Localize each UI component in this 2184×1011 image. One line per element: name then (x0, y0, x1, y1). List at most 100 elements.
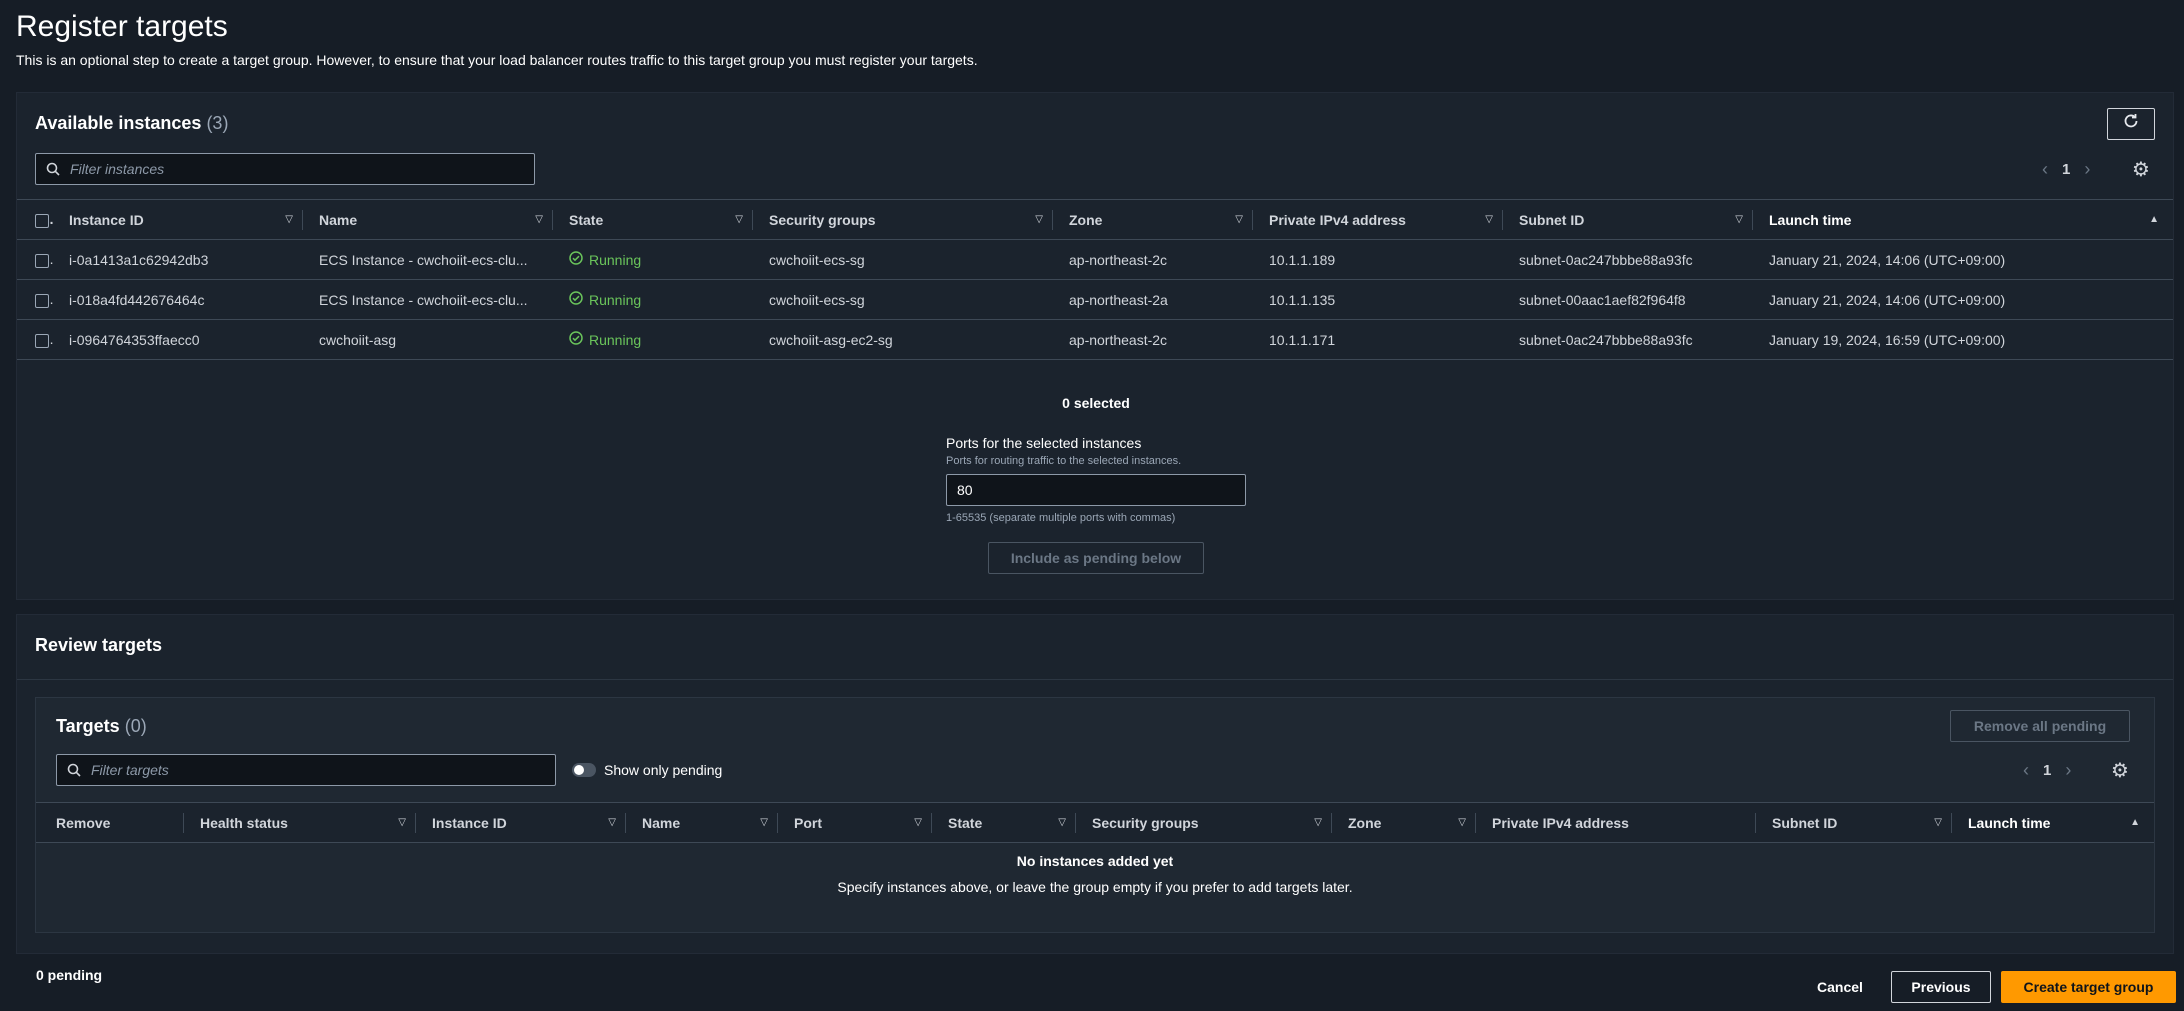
include-as-pending-button[interactable]: Include as pending below (988, 542, 1204, 574)
sort-caret-icon: ▽ (735, 214, 743, 225)
instance-id: i-018a4fd442676464c (53, 279, 303, 320)
column-header[interactable]: Name ▽ (303, 199, 553, 240)
page-number[interactable]: 1 (2062, 161, 2071, 178)
table-row[interactable]: i-0a1413a1c62942db3 ECS Instance - cwcho… (17, 239, 2173, 280)
show-only-pending-toggle[interactable]: Show only pending (572, 762, 722, 778)
row-checkbox[interactable] (35, 333, 49, 348)
ports-description: Ports for routing traffic to the selecte… (946, 455, 1182, 467)
column-header[interactable]: Port ▽ (778, 802, 932, 843)
search-icon (36, 162, 70, 176)
instance-name: ECS Instance - cwchoiit-ecs-clu... (303, 279, 553, 320)
chevron-right-icon[interactable]: › (2065, 760, 2072, 780)
row-checkbox[interactable] (35, 293, 49, 308)
column-header[interactable]: Subnet ID ▽ (1756, 802, 1952, 843)
available-instances-title: Available instances (35, 113, 202, 133)
remove-all-pending-button[interactable]: Remove all pending (1950, 710, 2130, 742)
state-text: Running (589, 331, 642, 348)
zone: ap-northeast-2a (1053, 279, 1253, 320)
gear-icon[interactable]: ⚙ (2132, 159, 2150, 181)
ports-input[interactable] (946, 474, 1246, 506)
filter-instances-input[interactable] (70, 154, 534, 184)
security-group: cwchoiit-asg-ec2-sg (753, 319, 1053, 360)
row-checkbox[interactable] (35, 253, 49, 268)
sort-caret-icon: ▽ (760, 817, 768, 828)
sort-caret-icon: ▽ (1735, 214, 1743, 225)
sort-caret-icon: ▽ (1485, 214, 1493, 225)
sort-caret-icon: ▽ (1035, 214, 1043, 225)
column-header[interactable]: Subnet ID ▽ (1503, 199, 1753, 240)
filter-targets-box (56, 754, 556, 786)
security-group: cwchoiit-ecs-sg (753, 239, 1053, 280)
sort-caret-icon: ▽ (285, 214, 293, 225)
targets-table: Remove Health status ▽ Instance ID ▽ Name ▽… (36, 802, 2154, 843)
table-row[interactable]: i-0964764353ffaecc0 cwchoiit-asg Running… (17, 319, 2173, 360)
sort-caret-icon: ▽ (1058, 817, 1066, 828)
column-header[interactable]: State ▽ (553, 199, 753, 240)
state-cell: Running (553, 279, 753, 320)
review-targets-panel: Review targets Targets (0) Remove all pe… (16, 614, 2174, 954)
empty-state-title: No instances added yet (1016, 853, 1174, 869)
column-header[interactable]: Instance ID ▽ (53, 199, 303, 240)
targets-count: (0) (124, 716, 147, 736)
column-header[interactable]: Name ▽ (626, 802, 778, 843)
check-circle-icon (569, 291, 583, 308)
instance-name: cwchoiit-asg (303, 319, 553, 360)
zone: ap-northeast-2c (1053, 239, 1253, 280)
targets-title: Targets (56, 716, 120, 736)
instance-name: ECS Instance - cwchoiit-ecs-clu... (303, 239, 553, 280)
selected-count: 0 selected (1062, 395, 1130, 411)
available-instances-count: (3) (206, 113, 229, 133)
column-header[interactable]: Zone ▽ (1053, 199, 1253, 240)
chevron-left-icon[interactable]: ‹ (2023, 760, 2029, 780)
state-cell: Running (553, 239, 753, 280)
review-targets-title: Review targets (35, 635, 163, 655)
column-header-launch-time[interactable]: Launch time ▲ (1753, 199, 2173, 240)
available-pager: ‹ 1 › (2042, 159, 2090, 180)
column-header[interactable]: Security groups ▽ (1076, 802, 1332, 843)
subnet-id: subnet-00aac1aef82f964f8 (1503, 279, 1753, 320)
state-text: Running (589, 291, 642, 308)
sort-caret-icon: ▽ (1458, 817, 1466, 828)
create-target-group-button[interactable]: Create target group (2001, 971, 2176, 1003)
sort-caret-icon: ▽ (1934, 817, 1942, 828)
search-icon (57, 763, 91, 777)
select-all-header (17, 199, 53, 240)
column-header[interactable]: Private IPv4 address (1476, 802, 1756, 843)
gear-icon[interactable]: ⚙ (2111, 760, 2129, 782)
sort-ascending-icon: ▲ (2130, 817, 2140, 828)
table-header-row: Remove Health status ▽ Instance ID ▽ Name ▽… (36, 802, 2154, 843)
toggle-switch[interactable] (572, 763, 596, 777)
select-all-checkbox[interactable] (35, 213, 49, 228)
page-number[interactable]: 1 (2043, 762, 2052, 779)
table-row[interactable]: i-018a4fd442676464c ECS Instance - cwcho… (17, 279, 2173, 320)
available-instances-heading: Available instances (3) (35, 113, 228, 134)
table-header-row: Instance ID ▽ Name ▽ State ▽ Security group… (17, 199, 2173, 240)
column-header[interactable]: Private IPv4 address ▽ (1253, 199, 1503, 240)
column-header[interactable]: Health status ▽ (184, 802, 416, 843)
targets-heading: Targets (0) (56, 716, 147, 737)
previous-button[interactable]: Previous (1891, 971, 1991, 1003)
available-instances-panel: Available instances (3) ‹ 1 › ⚙ Instance… (16, 92, 2174, 600)
page-description: This is an optional step to create a tar… (16, 52, 978, 68)
targets-panel: Targets (0) Remove all pending Show only… (35, 697, 2155, 933)
divider (17, 679, 2173, 680)
pending-count: 0 pending (36, 967, 103, 983)
filter-targets-input[interactable] (91, 755, 555, 785)
column-header: Remove (36, 802, 184, 843)
targets-pager: ‹ 1 › (2023, 760, 2071, 781)
column-header[interactable]: Instance ID ▽ (416, 802, 626, 843)
sort-caret-icon: ▽ (1235, 214, 1243, 225)
private-ip: 10.1.1.171 (1253, 319, 1503, 360)
chevron-left-icon[interactable]: ‹ (2042, 159, 2048, 179)
available-instances-table: Instance ID ▽ Name ▽ State ▽ Security group… (17, 199, 2173, 360)
chevron-right-icon[interactable]: › (2084, 159, 2091, 179)
column-header[interactable]: Zone ▽ (1332, 802, 1476, 843)
launch-time: January 21, 2024, 14:06 (UTC+09:00) (1753, 279, 2173, 320)
column-header[interactable]: State ▽ (932, 802, 1076, 843)
check-circle-icon (569, 331, 583, 348)
cancel-button[interactable]: Cancel (1817, 979, 1863, 995)
column-header[interactable]: Security groups ▽ (753, 199, 1053, 240)
refresh-button[interactable] (2107, 108, 2155, 140)
column-header-launch-time[interactable]: Launch time ▲ (1952, 802, 2154, 843)
state-cell: Running (553, 319, 753, 360)
